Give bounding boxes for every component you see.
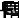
Text: (b): (b)	[4, 4, 19, 18]
Text: FIGURE 2B: FIGURE 2B	[1, 0, 19, 18]
Legend: Polymer solution, Polymer solution-0.5 ul 1.0mg TNT sol, Polymer solution-1.5 ul: Polymer solution, Polymer solution-0.5 u…	[0, 11, 11, 18]
